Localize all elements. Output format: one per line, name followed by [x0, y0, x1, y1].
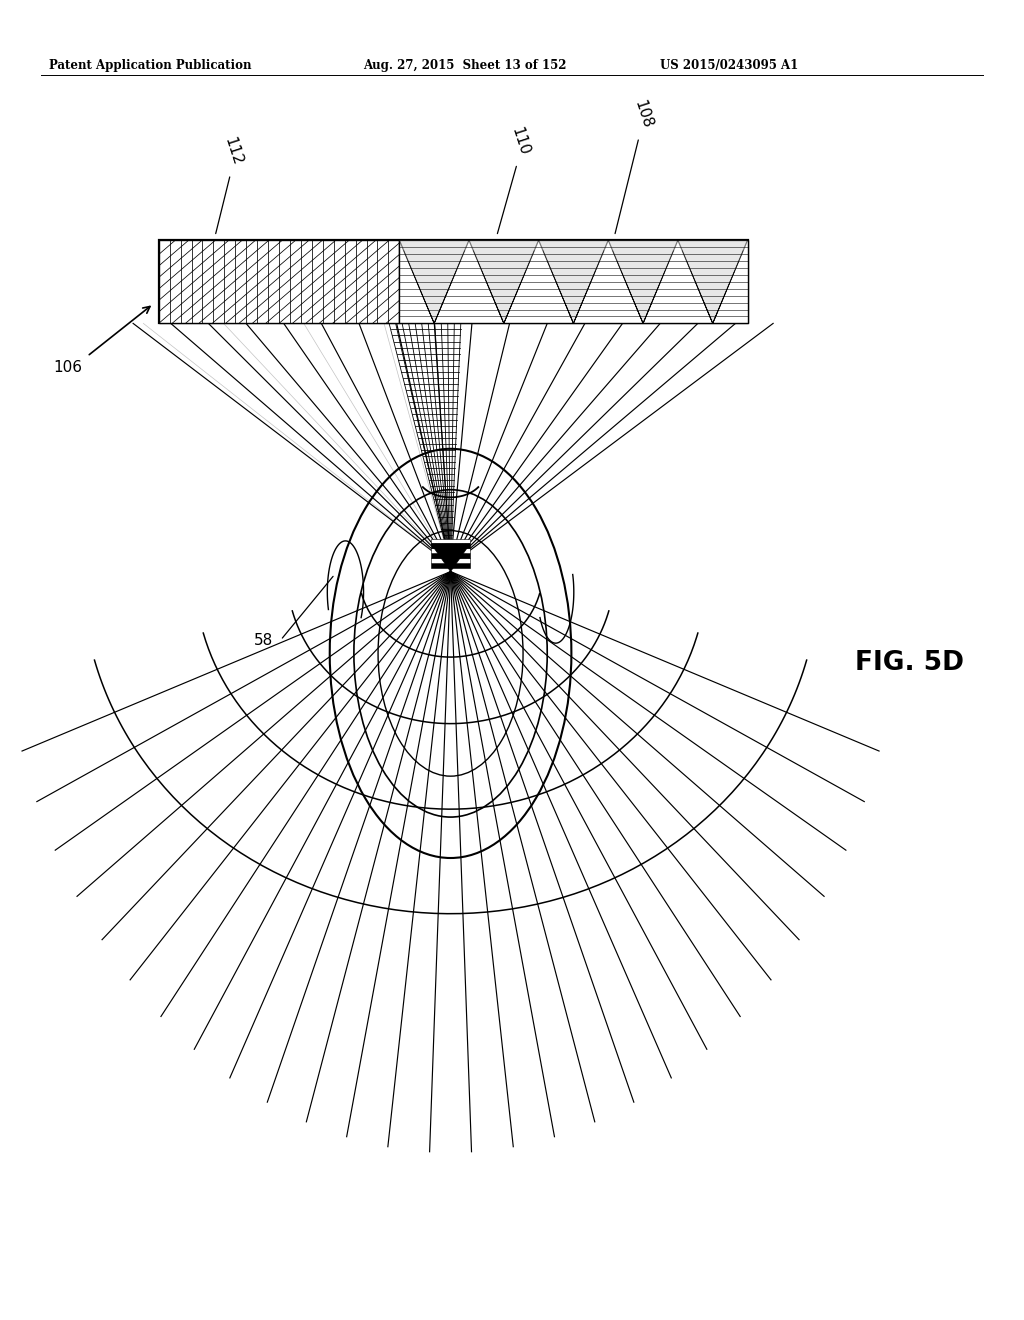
Text: 106: 106	[53, 360, 82, 375]
Polygon shape	[399, 240, 469, 323]
Text: US 2015/0243095 A1: US 2015/0243095 A1	[660, 59, 799, 73]
Text: 110: 110	[509, 125, 531, 157]
Bar	[431, 544, 470, 548]
Polygon shape	[431, 544, 470, 572]
Bar	[159, 240, 399, 323]
Polygon shape	[608, 240, 678, 323]
Polygon shape	[678, 240, 748, 323]
Bar	[431, 553, 470, 558]
Bar	[399, 240, 748, 323]
Text: 108: 108	[632, 99, 654, 131]
Bar	[431, 558, 470, 562]
Bar	[159, 240, 748, 323]
Bar	[431, 562, 470, 568]
Bar	[431, 539, 470, 544]
Text: Patent Application Publication: Patent Application Publication	[49, 59, 252, 73]
Text: Aug. 27, 2015  Sheet 13 of 152: Aug. 27, 2015 Sheet 13 of 152	[364, 59, 567, 73]
Polygon shape	[469, 240, 539, 323]
Text: 112: 112	[222, 136, 245, 168]
Text: 58: 58	[254, 632, 273, 648]
Text: FIG. 5D: FIG. 5D	[855, 649, 964, 676]
Bar	[431, 548, 470, 553]
Polygon shape	[539, 240, 608, 323]
